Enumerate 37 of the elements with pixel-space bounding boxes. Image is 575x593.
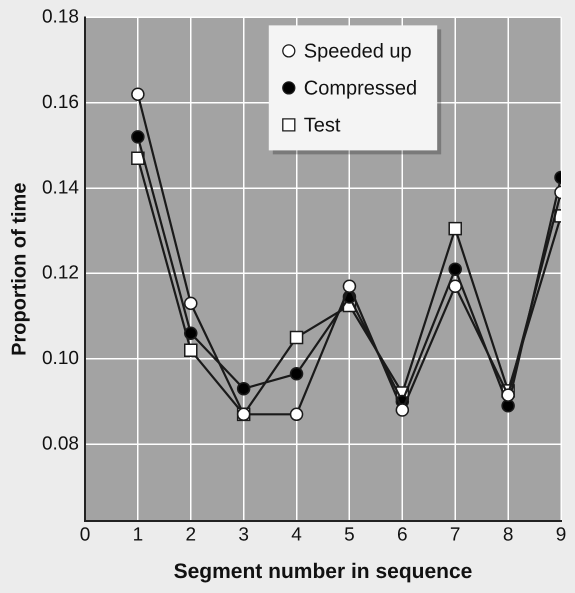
x-tick-label: 0	[80, 524, 90, 546]
point	[342, 280, 356, 294]
y-tick-label: 0.08	[42, 433, 79, 454]
point	[396, 403, 410, 417]
y-tick-label: 0.10	[42, 348, 79, 370]
x-tick-label: 6	[397, 524, 408, 546]
point	[290, 330, 304, 344]
x-tick-label: 2	[185, 524, 196, 546]
x-tick-label: 8	[502, 524, 514, 546]
x-tick-label: 5	[344, 524, 355, 546]
legend-label: Speeded up	[304, 40, 412, 62]
point	[184, 296, 198, 310]
point	[448, 222, 462, 236]
x-tick-label: 9	[556, 524, 566, 546]
point	[236, 382, 250, 396]
point	[448, 262, 462, 276]
x-axis-title: Segment number in sequence	[174, 560, 472, 584]
point	[184, 326, 198, 340]
point	[184, 344, 198, 358]
point	[501, 388, 515, 402]
point	[131, 130, 145, 144]
point	[290, 367, 304, 381]
y-tick-label: 0.14	[42, 177, 80, 198]
legend-label: Compressed	[304, 77, 418, 100]
x-tick-label: 1	[132, 524, 144, 546]
x-tick-label: 3	[238, 524, 249, 546]
y-axis-title: Proportion of time	[8, 182, 31, 356]
y-tick-label: 0.18	[42, 6, 79, 28]
point	[131, 87, 145, 101]
x-tick-label: 4	[291, 524, 302, 546]
x-tick-label: 7	[450, 524, 461, 546]
point	[290, 408, 304, 422]
point	[448, 280, 462, 294]
legend-label: Test	[304, 114, 341, 136]
y-tick-label: 0.16	[42, 92, 79, 113]
point	[501, 399, 515, 413]
y-tick-label: 0.12	[42, 262, 79, 284]
